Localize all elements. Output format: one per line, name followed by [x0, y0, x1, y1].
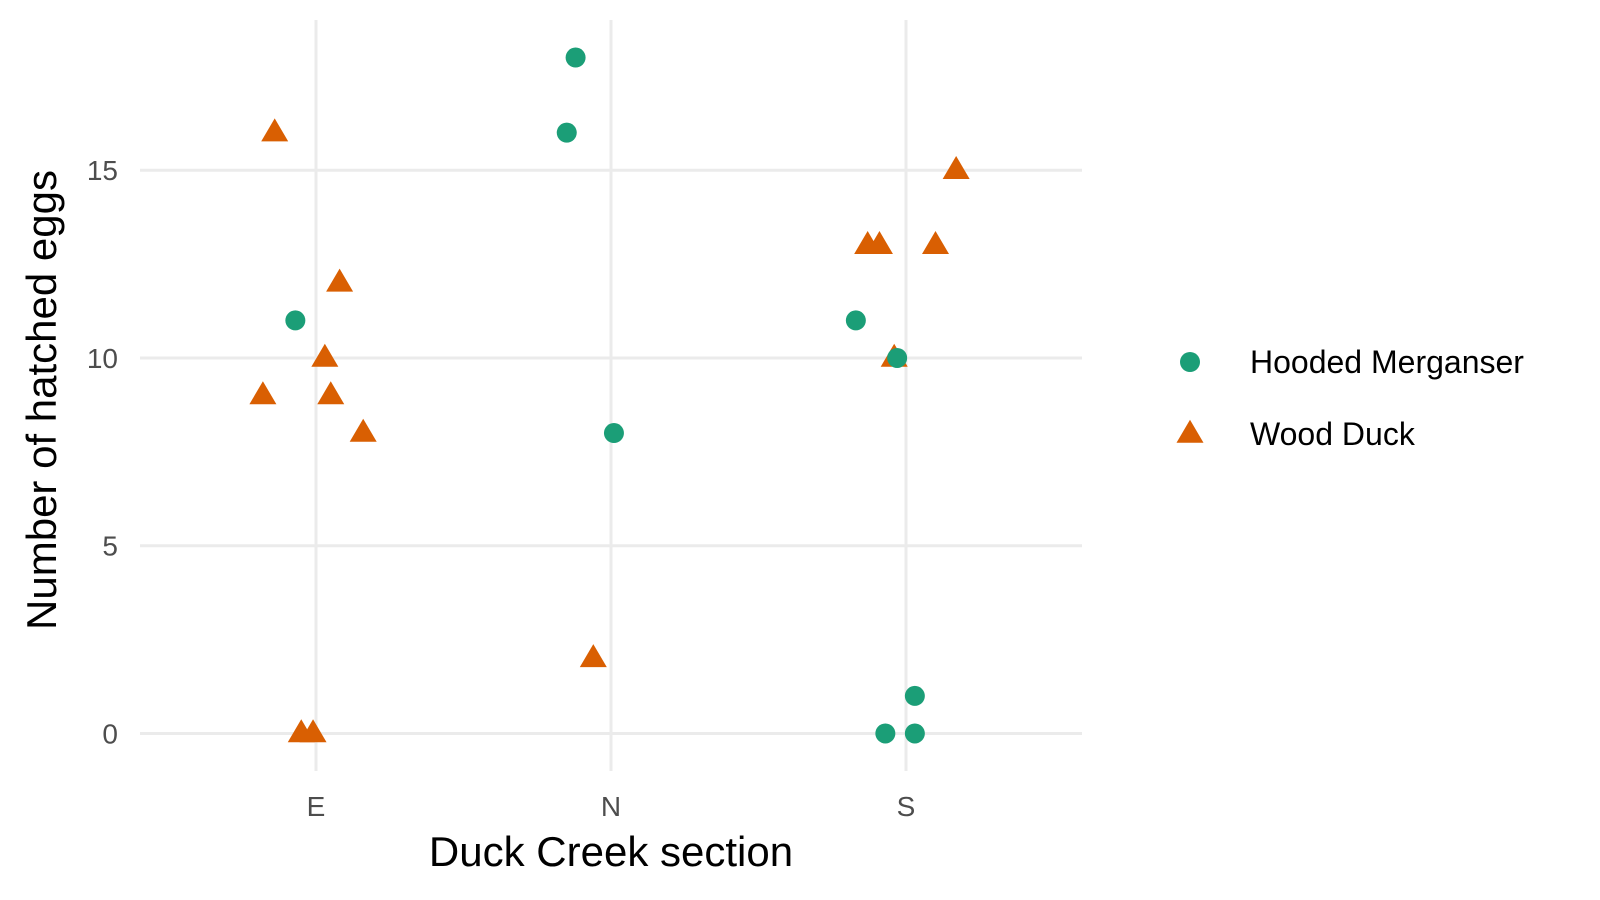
data-point-hooded-merganser-3 [565, 47, 586, 68]
y-tick-label-5: 5 [102, 531, 118, 562]
data-point-wood-duck-13 [942, 155, 970, 179]
x-tick-label-N: N [601, 791, 621, 822]
legend-key-wood-duck [1176, 419, 1204, 443]
data-point-wood-duck-6 [349, 418, 377, 442]
data-point-hooded-merganser-5 [845, 310, 866, 331]
y-tick-label-0: 0 [102, 718, 118, 749]
legend: Hooded Merganser Wood Duck [1176, 344, 1524, 452]
legend-label-wood-duck: Wood Duck [1250, 416, 1416, 452]
y-tick-labels: 0 5 10 15 [87, 155, 118, 749]
data-point-hooded-merganser-4 [603, 423, 624, 444]
data-point-wood-duck-3 [311, 343, 339, 367]
data-point-hooded-merganser-6 [887, 347, 908, 368]
x-axis-title: Duck Creek section [429, 828, 793, 875]
data-point-wood-duck-12 [922, 231, 949, 255]
data-point-wood-duck-4 [249, 381, 277, 405]
y-tick-label-15: 15 [87, 155, 118, 186]
data-point-wood-duck-5 [317, 381, 345, 405]
data-point-wood-duck-9 [579, 644, 607, 668]
data-point-hooded-merganser-7 [875, 723, 896, 744]
data-point-hooded-merganser-2 [556, 122, 577, 143]
legend-label-hooded-merganser: Hooded Merganser [1250, 344, 1524, 380]
data-point-hooded-merganser-9 [904, 685, 925, 706]
data-point-hooded-merganser-8 [904, 723, 925, 744]
data-point-wood-duck-1 [261, 118, 289, 142]
data-points [249, 47, 970, 744]
grid-lines [140, 20, 1082, 771]
legend-key-hooded-merganser [1180, 352, 1200, 372]
x-tick-label-S: S [897, 791, 916, 822]
data-point-wood-duck-2 [326, 268, 354, 292]
data-point-wood-duck-8 [299, 719, 327, 743]
data-point-hooded-merganser-1 [285, 310, 306, 331]
data-point-wood-duck-11 [865, 231, 893, 255]
y-axis-title: Number of hatched eggs [18, 170, 65, 630]
x-tick-label-E: E [307, 791, 326, 822]
y-tick-label-10: 10 [87, 343, 118, 374]
